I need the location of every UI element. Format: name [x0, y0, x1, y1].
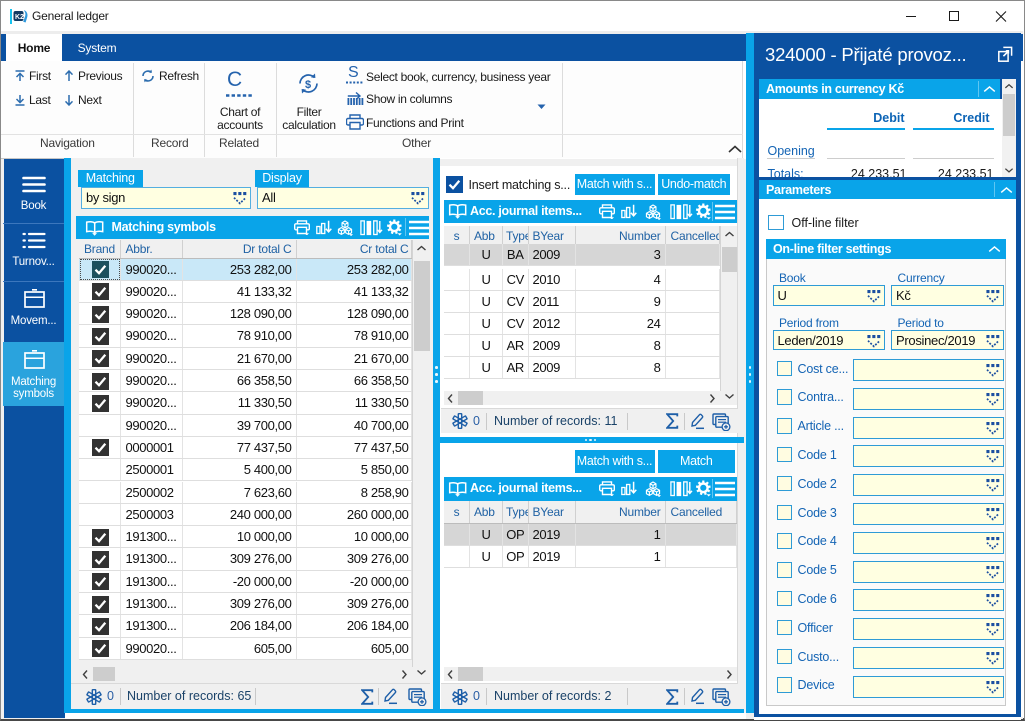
- svg-text:K2: K2: [15, 14, 24, 21]
- svg-text:$: $: [305, 79, 311, 91]
